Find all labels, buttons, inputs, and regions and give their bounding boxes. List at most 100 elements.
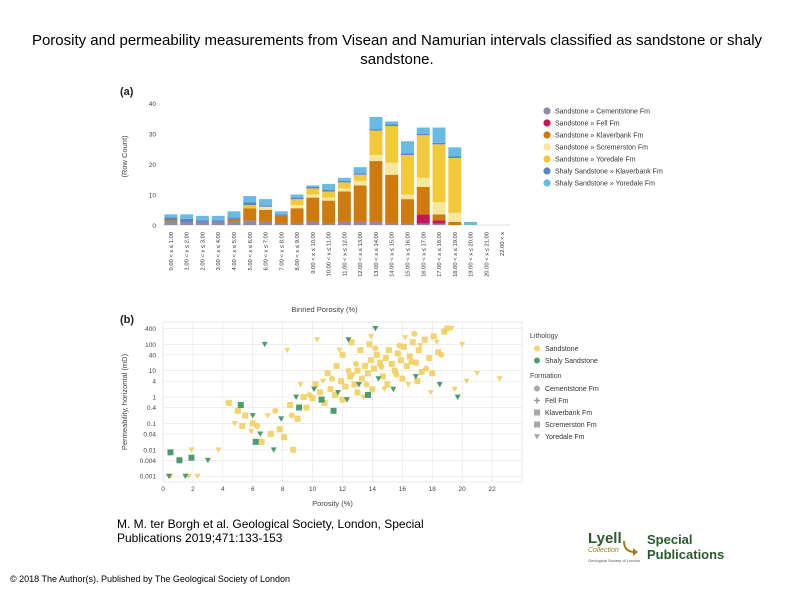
scatter-point <box>391 367 398 374</box>
bar-segment <box>353 180 367 186</box>
x-axis-label: Porosity (%) <box>312 499 353 508</box>
scatter-point <box>345 337 352 343</box>
panel-a-label: (a) <box>120 86 134 98</box>
scatter-point <box>367 333 374 340</box>
x-tick-label: 17.00 < x ≤ 18.00 <box>437 232 443 277</box>
bar-segment <box>227 217 241 219</box>
scatter-point <box>397 357 404 364</box>
bar-segment <box>290 208 304 224</box>
scatter-point <box>358 375 365 382</box>
copyright: © 2018 The Author(s). Published by The G… <box>10 574 290 584</box>
scatter-point <box>441 328 448 335</box>
scatter-point <box>176 457 183 464</box>
bar-segment <box>369 129 383 131</box>
scatter-point <box>454 394 461 401</box>
bar-segment <box>290 194 304 198</box>
x-tick-label: 12 <box>339 486 347 493</box>
bar-segment <box>401 153 414 155</box>
bar-segment <box>369 130 383 155</box>
y-tick-label: 400 <box>145 326 156 333</box>
bar-segment <box>290 223 304 225</box>
scatter-point <box>267 430 274 437</box>
scatter-point <box>349 372 356 378</box>
scatter-point <box>296 404 303 411</box>
bar-segment <box>306 221 320 225</box>
scatter-point <box>433 339 440 346</box>
scatter-point <box>272 407 279 414</box>
scatter-point <box>375 376 382 382</box>
legend-marker <box>534 385 540 392</box>
scatter-point <box>215 447 222 453</box>
bar-segment <box>432 142 446 145</box>
y-tick-label: 1 <box>152 395 156 402</box>
scatter-point <box>288 412 295 419</box>
scatter-point <box>378 363 385 370</box>
x-tick-label: 22.00 < x <box>500 232 506 256</box>
scatter-point <box>309 395 316 402</box>
scatter-point <box>451 386 458 393</box>
scatter-point <box>366 341 373 348</box>
histogram-panel: (a) 0 10 20 30 40 (Row Count) 0.00 < x ≤ 1.00 1.… <box>120 86 663 314</box>
logo-subname: Collection <box>588 547 619 554</box>
x-tick-label: 14.00 < x ≤ 15.00 <box>390 232 396 277</box>
y-axis-label: (Row Count) <box>120 135 129 178</box>
bar-segment <box>385 162 399 175</box>
scatter-point <box>438 351 445 358</box>
scatter-point <box>252 438 259 445</box>
bar-segment <box>243 196 257 203</box>
bar-segment <box>306 185 320 187</box>
scatter-point <box>393 371 400 378</box>
scatter-point <box>444 325 451 332</box>
y-tick-label: 40 <box>149 101 157 108</box>
bar-segment <box>416 186 430 215</box>
scatter-point <box>276 426 283 433</box>
bar-segment <box>416 133 430 136</box>
scatter-point <box>290 446 297 453</box>
bar-segment <box>290 197 304 200</box>
scatter-point <box>373 351 380 358</box>
scatter-point <box>408 358 415 365</box>
x-tick-label: 9.00 < x ≤ 10.00 <box>311 232 317 274</box>
legend-label: Shaly Sandstone » Yoredale Fm <box>555 181 655 188</box>
scatter-point <box>385 347 392 354</box>
bar-segment <box>195 215 209 221</box>
legend-label: Fell Fm <box>545 398 569 405</box>
bar-segment <box>243 208 257 221</box>
citation: M. M. ter Borgh et al. Geological Societ… <box>117 517 424 545</box>
bar-segment <box>195 220 209 222</box>
scatter-point <box>363 381 370 388</box>
scatter-point <box>412 359 419 366</box>
x-tick-label: 0 <box>161 486 165 493</box>
bar-segment <box>322 197 336 201</box>
bar-segment <box>322 200 336 224</box>
y-tick-label: 0.001 <box>140 474 157 481</box>
bar-segment <box>243 205 257 209</box>
scatter-point <box>284 347 291 354</box>
scatter-point <box>448 326 455 332</box>
scatter-point <box>294 415 301 422</box>
publisher-logo: Lyell Collection Geological Society of L… <box>585 530 765 574</box>
y-axis-label: Permeability, horizontal (mD) <box>120 353 129 450</box>
bar-segment <box>180 214 194 219</box>
bar-segment <box>432 214 446 221</box>
bar-segment <box>416 223 430 225</box>
y-tick-label: 20 <box>149 162 157 169</box>
x-tick-label: 14 <box>369 486 377 493</box>
scatter-point <box>312 381 319 388</box>
scatter-point <box>396 342 403 349</box>
bar-segment <box>306 197 320 222</box>
legend-label: Sandstone » Yoredale Fm <box>555 157 636 164</box>
scatter-point <box>258 438 265 445</box>
bar-segment <box>164 221 178 225</box>
bar-segment <box>164 217 178 221</box>
bar-segment <box>180 218 194 222</box>
bar-segment <box>337 191 351 222</box>
bar-segment <box>259 221 272 225</box>
bar-segment <box>369 161 383 222</box>
x-tick-label: 10.00 < x ≤ 11.00 <box>327 232 333 277</box>
x-tick-label: 12.00 < x ≤ 13.00 <box>358 232 364 277</box>
scatter-point <box>338 378 345 385</box>
bar-segment <box>432 202 446 215</box>
bar-segment <box>448 221 462 225</box>
legend-title: Lithology <box>530 333 559 340</box>
